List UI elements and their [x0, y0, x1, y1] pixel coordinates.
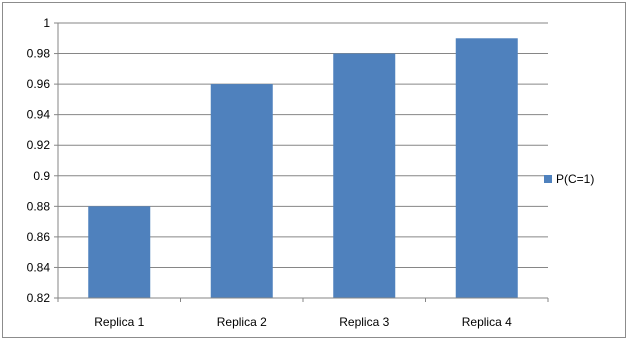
x-tick-label: Replica 2: [217, 315, 267, 329]
bar: [455, 38, 518, 299]
y-tick-label: 0.82: [27, 291, 51, 305]
legend-label: P(C=1): [556, 172, 595, 186]
bar: [333, 53, 396, 298]
x-tick-label: Replica 3: [339, 315, 389, 329]
y-tick-label: 0.96: [27, 77, 51, 91]
legend: P(C=1): [544, 172, 594, 186]
y-tick-label: 0.98: [27, 47, 51, 61]
y-tick-label: 1: [43, 16, 50, 30]
y-tick-label: 0.9: [33, 169, 50, 183]
y-tick-label: 0.88: [27, 199, 51, 213]
y-tick-label: 0.84: [27, 260, 51, 274]
y-tick-label: 0.94: [27, 108, 51, 122]
x-tick-label: Replica 4: [462, 315, 512, 329]
legend-swatch: [544, 175, 552, 183]
y-tick-label: 0.92: [27, 138, 51, 152]
bar: [88, 206, 151, 298]
y-tick-label: 0.86: [27, 230, 51, 244]
x-tick-label: Replica 1: [94, 315, 144, 329]
bar: [210, 84, 273, 298]
